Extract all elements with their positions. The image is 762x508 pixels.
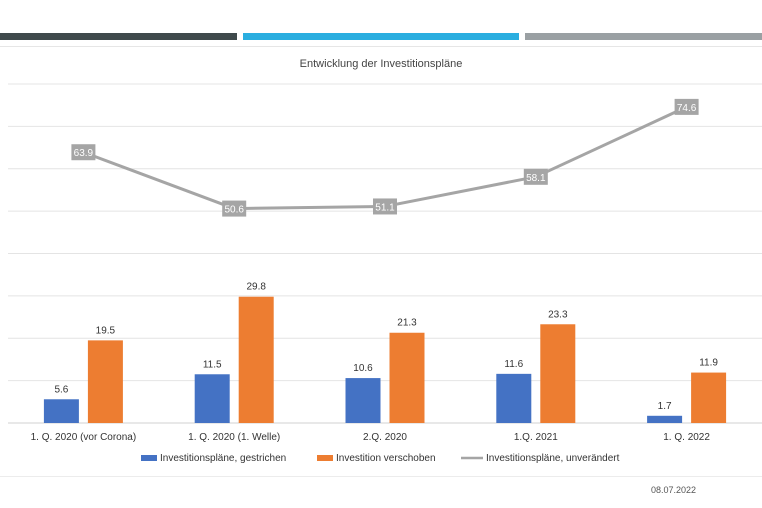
data-label: 11.6 bbox=[504, 359, 523, 370]
grid-lines bbox=[8, 83, 762, 424]
data-label: 11.5 bbox=[203, 359, 222, 370]
x-tick-label: 2.Q. 2020 bbox=[363, 432, 407, 443]
legend-label: Investition verschoben bbox=[336, 453, 436, 464]
data-label: 23.3 bbox=[548, 309, 568, 320]
x-tick-label: 1.Q. 2021 bbox=[514, 432, 558, 443]
line-series-group: 63.9 50.6 51.1 58.1 74.6 bbox=[71, 98, 699, 217]
data-label: 5.6 bbox=[54, 384, 68, 395]
line-label-box bbox=[71, 144, 96, 161]
bar bbox=[87, 340, 123, 423]
line-label-box bbox=[523, 168, 548, 185]
x-tick-label: 1. Q. 2020 (1. Welle) bbox=[188, 432, 280, 443]
line-data-label: 74.6 bbox=[677, 103, 697, 114]
header-stripe-dark bbox=[0, 33, 237, 40]
line-label-box bbox=[373, 198, 397, 215]
chart-title: Entwicklung der Investitionspläne bbox=[300, 58, 463, 70]
line-data-label: 58.1 bbox=[526, 173, 546, 184]
legend-swatch bbox=[141, 455, 157, 461]
line-label-box bbox=[222, 200, 247, 217]
data-label: 21.3 bbox=[397, 318, 417, 329]
header-stripe-gray bbox=[525, 33, 762, 40]
bar bbox=[691, 372, 727, 423]
line-data-label: 63.9 bbox=[74, 148, 94, 159]
bar bbox=[238, 296, 274, 423]
legend: Investitionspläne, gestrichen Investition… bbox=[141, 453, 620, 464]
x-axis-labels: 1. Q. 2020 (vor Corona) 1. Q. 2020 (1. We… bbox=[31, 432, 711, 443]
bar bbox=[43, 399, 79, 423]
legend-label: Investitionspläne, gestrichen bbox=[160, 453, 286, 464]
x-tick-label: 1. Q. 2022 bbox=[663, 432, 710, 443]
bar bbox=[345, 378, 381, 423]
bar bbox=[496, 373, 532, 423]
line-series bbox=[82, 105, 688, 211]
bar bbox=[647, 415, 683, 423]
header-stripe-blue bbox=[243, 33, 519, 40]
data-label: 10.6 bbox=[353, 363, 373, 374]
legend-swatch bbox=[317, 455, 333, 461]
investment-plans-chart: Entwicklung der Investitionspläne 5.6 11.… bbox=[8, 58, 762, 464]
header-divider bbox=[0, 46, 762, 47]
x-tick-label: 1. Q. 2020 (vor Corona) bbox=[31, 432, 137, 443]
bar bbox=[540, 324, 576, 423]
bars-group: 5.6 11.5 10.6 11.6 1.7 19.5 29.8 21.3 23.3 11.9 bbox=[43, 282, 727, 423]
legend-label: Investitionspläne, unverändert bbox=[486, 453, 620, 464]
data-label: 1.7 bbox=[658, 401, 672, 412]
line-label-box bbox=[674, 98, 699, 115]
data-label: 29.8 bbox=[246, 282, 266, 293]
data-label: 11.9 bbox=[699, 358, 718, 369]
footer-divider bbox=[0, 476, 762, 477]
footer-date: 08.07.2022 bbox=[651, 485, 697, 495]
line-data-label: 50.6 bbox=[224, 205, 244, 216]
bar bbox=[194, 374, 230, 423]
line-data-label: 51.1 bbox=[375, 202, 395, 213]
data-label: 19.5 bbox=[96, 325, 116, 336]
bar bbox=[389, 332, 425, 423]
